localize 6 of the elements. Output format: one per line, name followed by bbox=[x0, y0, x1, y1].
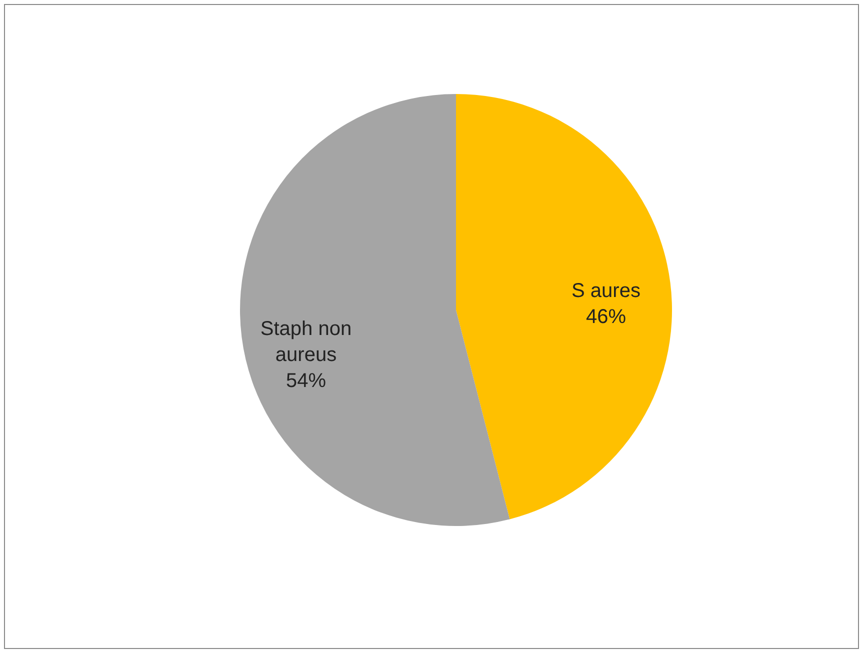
pie-slice bbox=[240, 94, 510, 526]
data-label: 46% bbox=[586, 306, 626, 328]
data-label: 54% bbox=[286, 370, 326, 392]
pie-slice bbox=[456, 94, 672, 520]
slice-label: S aures bbox=[572, 280, 640, 302]
slice-label: Staph non aureus bbox=[260, 318, 352, 366]
